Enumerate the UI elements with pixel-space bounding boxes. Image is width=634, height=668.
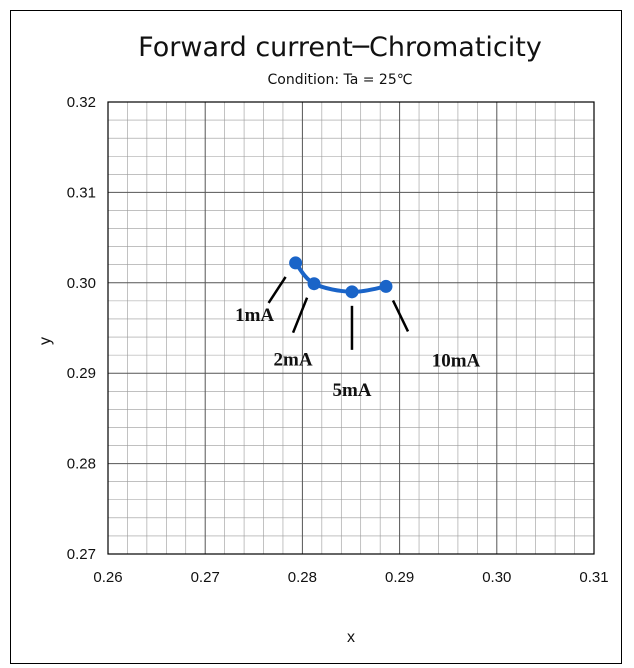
y-tick-label: 0.28 <box>67 456 96 473</box>
y-tick-label: 0.32 <box>67 94 96 111</box>
x-tick-label: 0.30 <box>482 569 511 586</box>
data-point <box>379 279 393 293</box>
x-tick-label: 0.29 <box>385 569 414 586</box>
y-tick-labels: 0.27 0.28 0.29 0.30 0.31 0.32 <box>67 94 96 563</box>
annotation-leader-line <box>291 297 309 334</box>
y-tick-label: 0.27 <box>67 546 96 563</box>
annotation-label: 5mA <box>332 380 371 401</box>
annotations-group: 1mA 2mA 5mA 10mA <box>235 276 481 401</box>
annotation-leader-line <box>391 299 410 332</box>
major-gridlines <box>108 102 594 554</box>
annotation-label: 2mA <box>274 350 313 371</box>
annotation-label: 10mA <box>432 350 481 371</box>
y-tick-label: 0.30 <box>67 275 96 292</box>
series-line <box>294 261 387 294</box>
data-point <box>345 285 359 299</box>
chart-title: Forward current─Chromaticity <box>138 32 542 63</box>
annotation-leader-line <box>267 276 287 304</box>
y-tick-label: 0.31 <box>67 184 96 201</box>
x-tick-label: 0.31 <box>579 569 608 586</box>
chart-subtitle: Condition: Ta = 25℃ <box>268 72 413 88</box>
minor-gridlines <box>108 102 594 554</box>
data-point <box>307 277 321 291</box>
y-tick-label: 0.29 <box>67 365 96 382</box>
x-tick-label: 0.26 <box>93 569 122 586</box>
data-point <box>289 256 303 270</box>
y-axis-label: y <box>37 337 54 345</box>
x-tick-label: 0.27 <box>191 569 220 586</box>
x-tick-labels: 0.26 0.27 0.28 0.29 0.30 0.31 <box>93 569 608 586</box>
annotation-label: 1mA <box>235 305 274 326</box>
x-axis-label: x <box>347 629 355 646</box>
x-tick-label: 0.28 <box>288 569 317 586</box>
plot-area <box>107 101 595 555</box>
series-group <box>289 256 393 299</box>
